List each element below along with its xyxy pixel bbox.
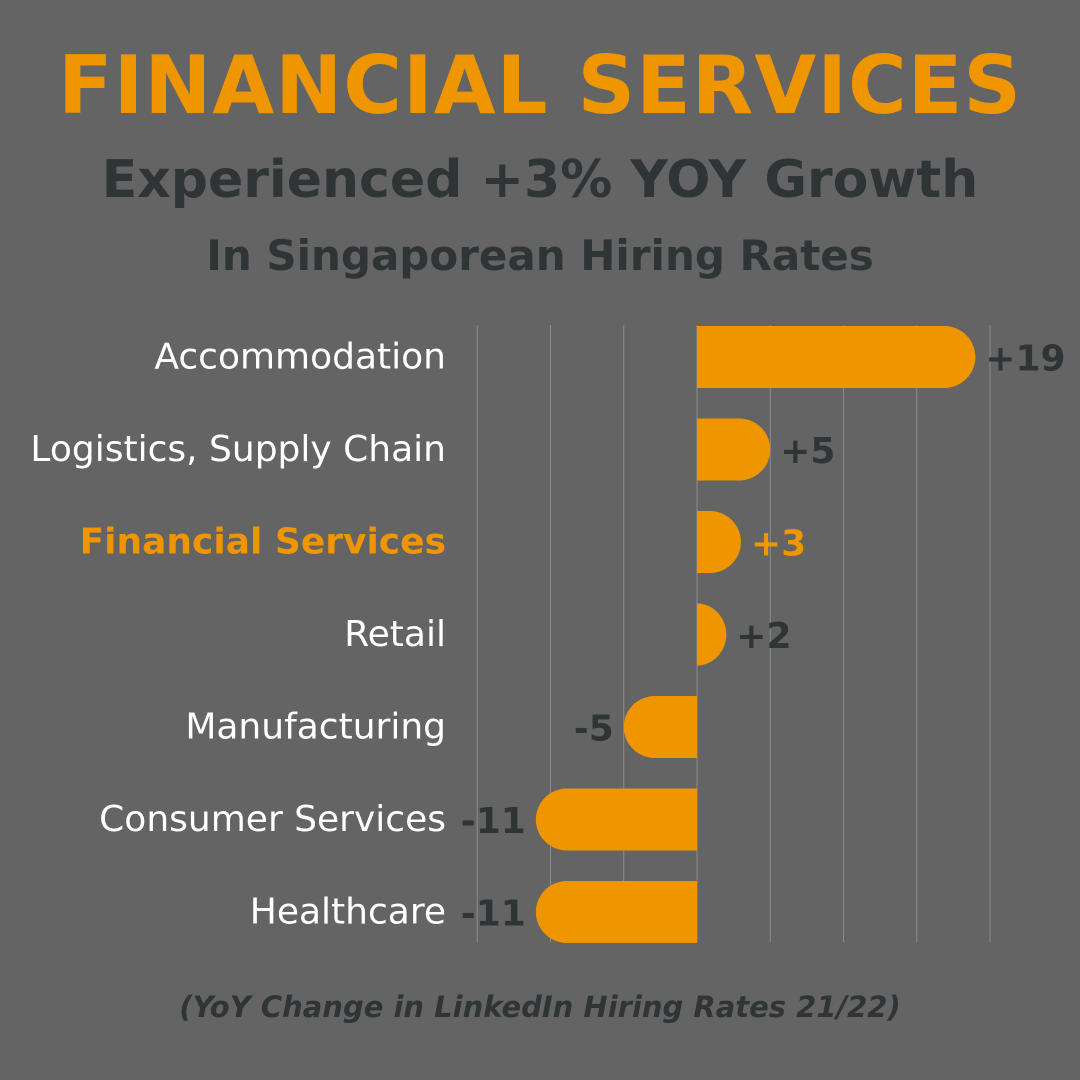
category-label: Consumer Services — [99, 799, 446, 840]
gridlines — [476, 325, 991, 942]
category-label: Financial Services — [80, 522, 446, 563]
category-label: Logistics, Supply Chain — [30, 429, 446, 470]
chart-subtitle: Experienced +3% YOY Growth — [101, 150, 979, 210]
value-label: -5 — [574, 709, 614, 750]
chart-subtitle-secondary: In Singaporean Hiring Rates — [206, 231, 874, 280]
bar-retail — [697, 603, 727, 666]
bar-accommodation — [697, 326, 976, 388]
chart-footnote: (YoY Change in LinkedIn Hiring Rates 21/… — [179, 990, 901, 1024]
bar-logistics-supply-chain — [697, 418, 771, 481]
value-label: +5 — [780, 431, 835, 472]
value-label: +19 — [985, 339, 1065, 380]
value-label: -11 — [461, 894, 526, 935]
category-label: Manufacturing — [185, 707, 446, 748]
bar-manufacturing — [623, 696, 697, 758]
value-label: +3 — [751, 524, 806, 565]
bar-financial-services — [697, 511, 741, 573]
chart-title: FINANCIAL SERVICES — [58, 39, 1022, 132]
value-label: -11 — [461, 801, 526, 842]
bar-consumer-services — [535, 788, 697, 851]
value-labels: +19 +5 +3 +2 -5 -11 -11 — [461, 339, 1066, 935]
category-labels: Accommodation Logistics, Supply Chain Fina… — [30, 337, 446, 933]
category-label: Healthcare — [250, 892, 446, 933]
category-label: Retail — [344, 614, 446, 655]
bars — [535, 326, 976, 943]
bar-healthcare — [535, 881, 697, 943]
value-label: +2 — [736, 616, 791, 657]
category-label: Accommodation — [154, 337, 446, 378]
